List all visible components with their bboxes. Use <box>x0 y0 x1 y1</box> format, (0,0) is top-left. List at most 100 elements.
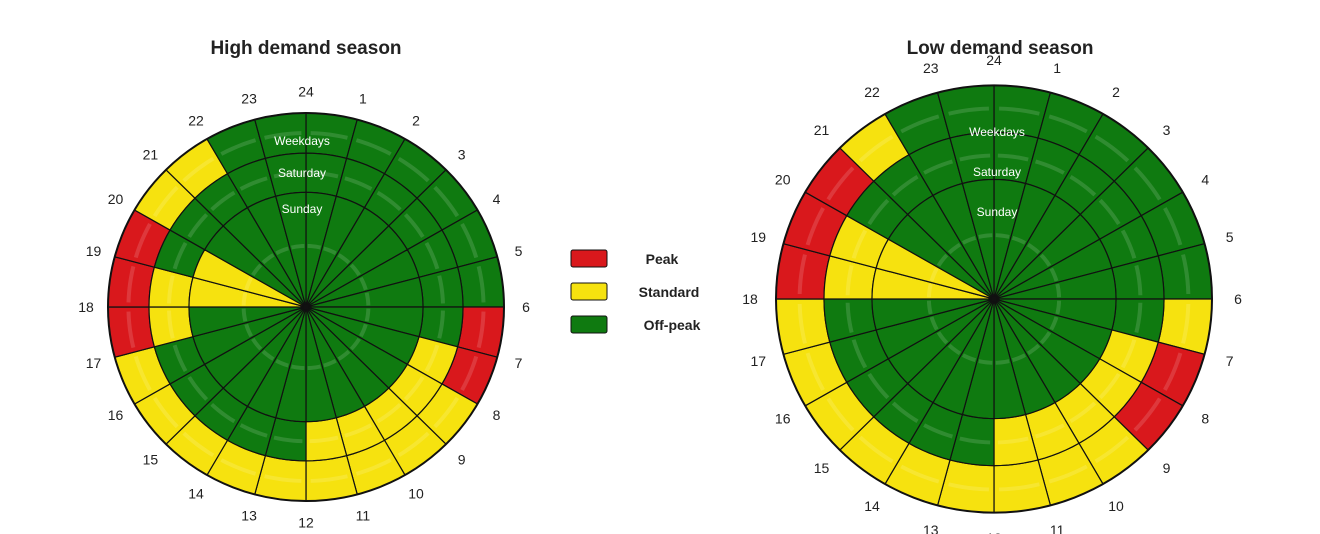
hour-label-21: 21 <box>143 147 159 163</box>
hour-label-15: 15 <box>143 452 159 468</box>
center-point <box>303 304 309 310</box>
cell-highlight <box>309 170 339 179</box>
hour-label-12: 12 <box>298 515 314 531</box>
hour-label-20: 20 <box>108 191 124 207</box>
cell-highlight <box>900 114 940 134</box>
cell-sunday-hour-24 <box>274 191 307 308</box>
hour-label-11: 11 <box>356 507 371 523</box>
chart-title: Low demand season <box>907 38 1094 59</box>
cell-highlight <box>891 401 919 423</box>
cell-highlight <box>1049 316 1059 331</box>
cell-highlight <box>397 156 430 183</box>
cell-highlight <box>929 267 939 282</box>
legend-item-standard: Standard <box>570 282 700 301</box>
cell-highlight <box>1035 159 1065 175</box>
cell-highlight <box>476 311 486 349</box>
ring-label-saturday: Saturday <box>973 165 1021 179</box>
hour-label-9: 9 <box>458 452 466 468</box>
cell-highlight <box>858 435 894 464</box>
cell-highlight <box>364 292 371 306</box>
cell-highlight <box>1133 166 1162 201</box>
cell-highlight <box>1134 265 1143 296</box>
hour-label-8: 8 <box>1201 411 1209 427</box>
cell-highlight <box>182 156 215 183</box>
cell-sunday-hour-24 <box>961 178 995 300</box>
hour-label-14: 14 <box>864 498 880 514</box>
hour-label-16: 16 <box>775 411 791 427</box>
ring-label-weekdays: Weekdays <box>274 134 330 148</box>
cell-highlight <box>900 464 940 484</box>
cell-highlight <box>359 276 368 291</box>
cell-highlight <box>359 323 368 338</box>
cell-highlight <box>349 337 361 351</box>
cell-highlight <box>210 402 236 424</box>
cell-highlight <box>244 323 253 338</box>
cell-highlight <box>1039 253 1052 267</box>
legend-swatch-peak <box>570 249 608 268</box>
cell-highlight <box>290 364 305 371</box>
outer-outline <box>775 84 1213 514</box>
hour-label-3: 3 <box>458 147 466 163</box>
chart-spokes <box>107 111 505 503</box>
cell-highlight <box>826 166 855 201</box>
hour-label-17: 17 <box>86 355 102 371</box>
hour-label-19: 19 <box>86 243 102 259</box>
hour-label-8: 8 <box>493 407 501 423</box>
cell-highlight <box>936 253 949 267</box>
cell-highlight <box>310 131 348 140</box>
legend-label-standard: Standard <box>639 284 700 300</box>
cell-highlight <box>923 159 953 175</box>
cell-highlight <box>1011 353 1027 363</box>
cell-highlight <box>376 402 402 424</box>
hour-label-14: 14 <box>188 486 204 502</box>
cell-highlight <box>1181 254 1191 295</box>
chart-title: High demand season <box>210 38 401 59</box>
cell-highlight <box>999 106 1040 116</box>
cell-highlight <box>1011 235 1027 245</box>
legend-label-peak: Peak <box>646 251 679 267</box>
cell-highlight <box>403 376 425 401</box>
cell-highlight <box>797 254 807 295</box>
cell-highlight <box>926 300 933 315</box>
ring-label-weekdays: Weekdays <box>969 125 1025 139</box>
cell-highlight <box>995 359 1010 365</box>
hour-label-9: 9 <box>1163 460 1171 476</box>
cell-highlight <box>433 185 460 218</box>
cell-highlight <box>424 344 440 372</box>
cell-highlight <box>867 372 890 400</box>
cell-highlight <box>1094 134 1130 163</box>
cell-highlight <box>182 431 215 458</box>
hour-label-13: 13 <box>923 522 939 534</box>
cell-highlight <box>961 353 977 363</box>
cell-highlight <box>1026 343 1041 356</box>
hour-label-21: 21 <box>814 122 830 138</box>
legend-swatch-standard <box>570 282 608 301</box>
hour-label-11: 11 <box>1050 522 1065 534</box>
cell-highlight <box>858 134 894 163</box>
cell-highlight <box>1134 302 1143 333</box>
hour-label-5: 5 <box>515 243 523 259</box>
cell-highlight <box>826 397 855 432</box>
cell-highlight <box>397 431 430 458</box>
hour-label-10: 10 <box>408 486 424 502</box>
hour-label-13: 13 <box>241 507 257 523</box>
cell-highlight <box>187 376 209 401</box>
cell-highlight <box>273 170 303 179</box>
hour-label-19: 19 <box>751 229 767 245</box>
cell-highlight <box>978 359 993 365</box>
legend-item-offpeak: Off-peak <box>570 315 701 334</box>
cell-highlight <box>310 474 348 483</box>
cell-highlight <box>337 349 351 361</box>
cell-highlight <box>460 223 479 259</box>
cell-highlight <box>959 436 991 445</box>
cell-highlight <box>926 283 933 298</box>
cell-highlight <box>424 242 440 270</box>
cell-highlight <box>172 344 188 372</box>
cell-highlight <box>323 246 337 256</box>
chart-cells <box>107 112 505 502</box>
cell-highlight <box>349 263 361 277</box>
outer-outline <box>107 111 505 503</box>
legend-swatch-offpeak <box>570 315 608 334</box>
